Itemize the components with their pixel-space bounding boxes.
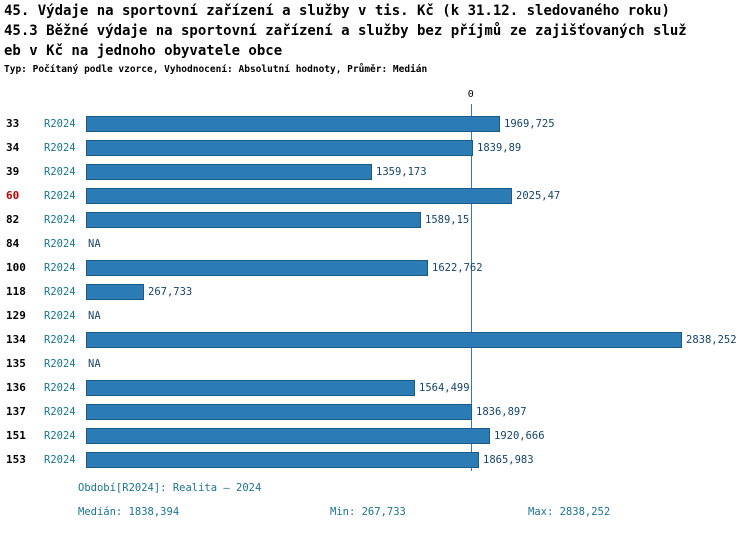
bar-value-label: 1622,762 [432,262,483,274]
chart-row: 153 R2024 1865,983 [0,448,750,472]
row-period-label: R2024 [44,454,76,466]
row-period-label: R2024 [44,190,76,202]
bar [86,284,144,300]
bar [86,260,428,276]
chart-row: 129 R2024 NA [0,304,750,328]
chart-title-line2: 45.3 Běžné výdaje na sportovní zařízení … [4,23,687,39]
median-line [470,104,472,471]
bar-value-label: 1564,499 [419,382,470,394]
row-category-label: 153 [6,453,26,466]
bar [86,212,421,228]
bar-value-label: 1920,666 [494,430,545,442]
bar [86,404,472,420]
bar-value-label: 267,733 [148,286,193,298]
row-period-label: R2024 [44,382,76,394]
bar-value-label: 1839,89 [477,142,522,154]
bar [86,116,500,132]
row-category-label: 135 [6,357,26,370]
chart-title-line3: eb v Kč na jednoho obyvatele obce [4,43,283,59]
row-period-label: R2024 [44,118,76,130]
chart-row: 60 R2024 2025,47 [0,184,750,208]
footer-min: Min: 267,733 [330,506,406,518]
row-period-label: R2024 [44,334,76,346]
axis-zero-label: 0 [467,89,474,100]
row-category-label: 136 [6,381,26,394]
chart-row: 135 R2024 NA [0,352,750,376]
row-category-label: 34 [6,141,20,154]
row-category-label: 129 [6,309,26,322]
chart-row: 151 R2024 1920,666 [0,424,750,448]
bar-value-label: 2838,252 [686,334,737,346]
chart-row: 34 R2024 1839,89 [0,136,750,160]
footer-period: Období[R2024]: Realita – 2024 [78,482,262,494]
chart-row: 137 R2024 1836,897 [0,400,750,424]
bar [86,164,372,180]
chart-row: 39 R2024 1359,173 [0,160,750,184]
na-label: NA [88,238,101,250]
row-category-label: 118 [6,285,26,298]
bar [86,332,682,348]
row-period-label: R2024 [44,358,76,370]
chart-row: 118 R2024 267,733 [0,280,750,304]
row-period-label: R2024 [44,430,76,442]
chart-area: 33 R2024 1969,725 34 R2024 1839,89 39 R2024 1359… [0,104,750,472]
chart-meta-line: Typ: Počítaný podle vzorce, Vyhodnocení:… [4,64,428,75]
na-label: NA [88,358,101,370]
row-category-label: 82 [6,213,20,226]
row-period-label: R2024 [44,262,76,274]
chart-row: 134 R2024 2838,252 [0,328,750,352]
row-period-label: R2024 [44,406,76,418]
bar-value-label: 1359,173 [376,166,427,178]
chart-row: 33 R2024 1969,725 [0,112,750,136]
chart-row: 84 R2024 NA [0,232,750,256]
row-category-label: 100 [6,261,26,274]
row-period-label: R2024 [44,142,76,154]
row-category-label: 151 [6,429,26,442]
bar-value-label: 1589,15 [425,214,470,226]
bar [86,140,473,156]
row-category-label: 39 [6,165,20,178]
footer-max: Max: 2838,252 [528,506,611,518]
bar-value-label: 1969,725 [504,118,555,130]
bar [86,452,479,468]
chart-row: 136 R2024 1564,499 [0,376,750,400]
row-period-label: R2024 [44,214,76,226]
chart-row: 100 R2024 1622,762 [0,256,750,280]
bar-value-label: 1865,983 [483,454,534,466]
row-category-label: 33 [6,117,20,130]
row-category-label: 84 [6,237,20,250]
bar-value-label: 2025,47 [516,190,561,202]
row-period-label: R2024 [44,310,76,322]
bar-value-label: 1836,897 [476,406,527,418]
row-category-label: 137 [6,405,26,418]
bar [86,188,512,204]
footer-median: Medián: 1838,394 [78,506,180,518]
row-period-label: R2024 [44,238,76,250]
chart-title-line1: 45. Výdaje na sportovní zařízení a služb… [4,3,670,19]
row-period-label: R2024 [44,166,76,178]
row-category-label: 60 [6,189,20,202]
bar [86,380,415,396]
bar [86,428,490,444]
chart-row: 82 R2024 1589,15 [0,208,750,232]
row-category-label: 134 [6,333,26,346]
row-period-label: R2024 [44,286,76,298]
na-label: NA [88,310,101,322]
